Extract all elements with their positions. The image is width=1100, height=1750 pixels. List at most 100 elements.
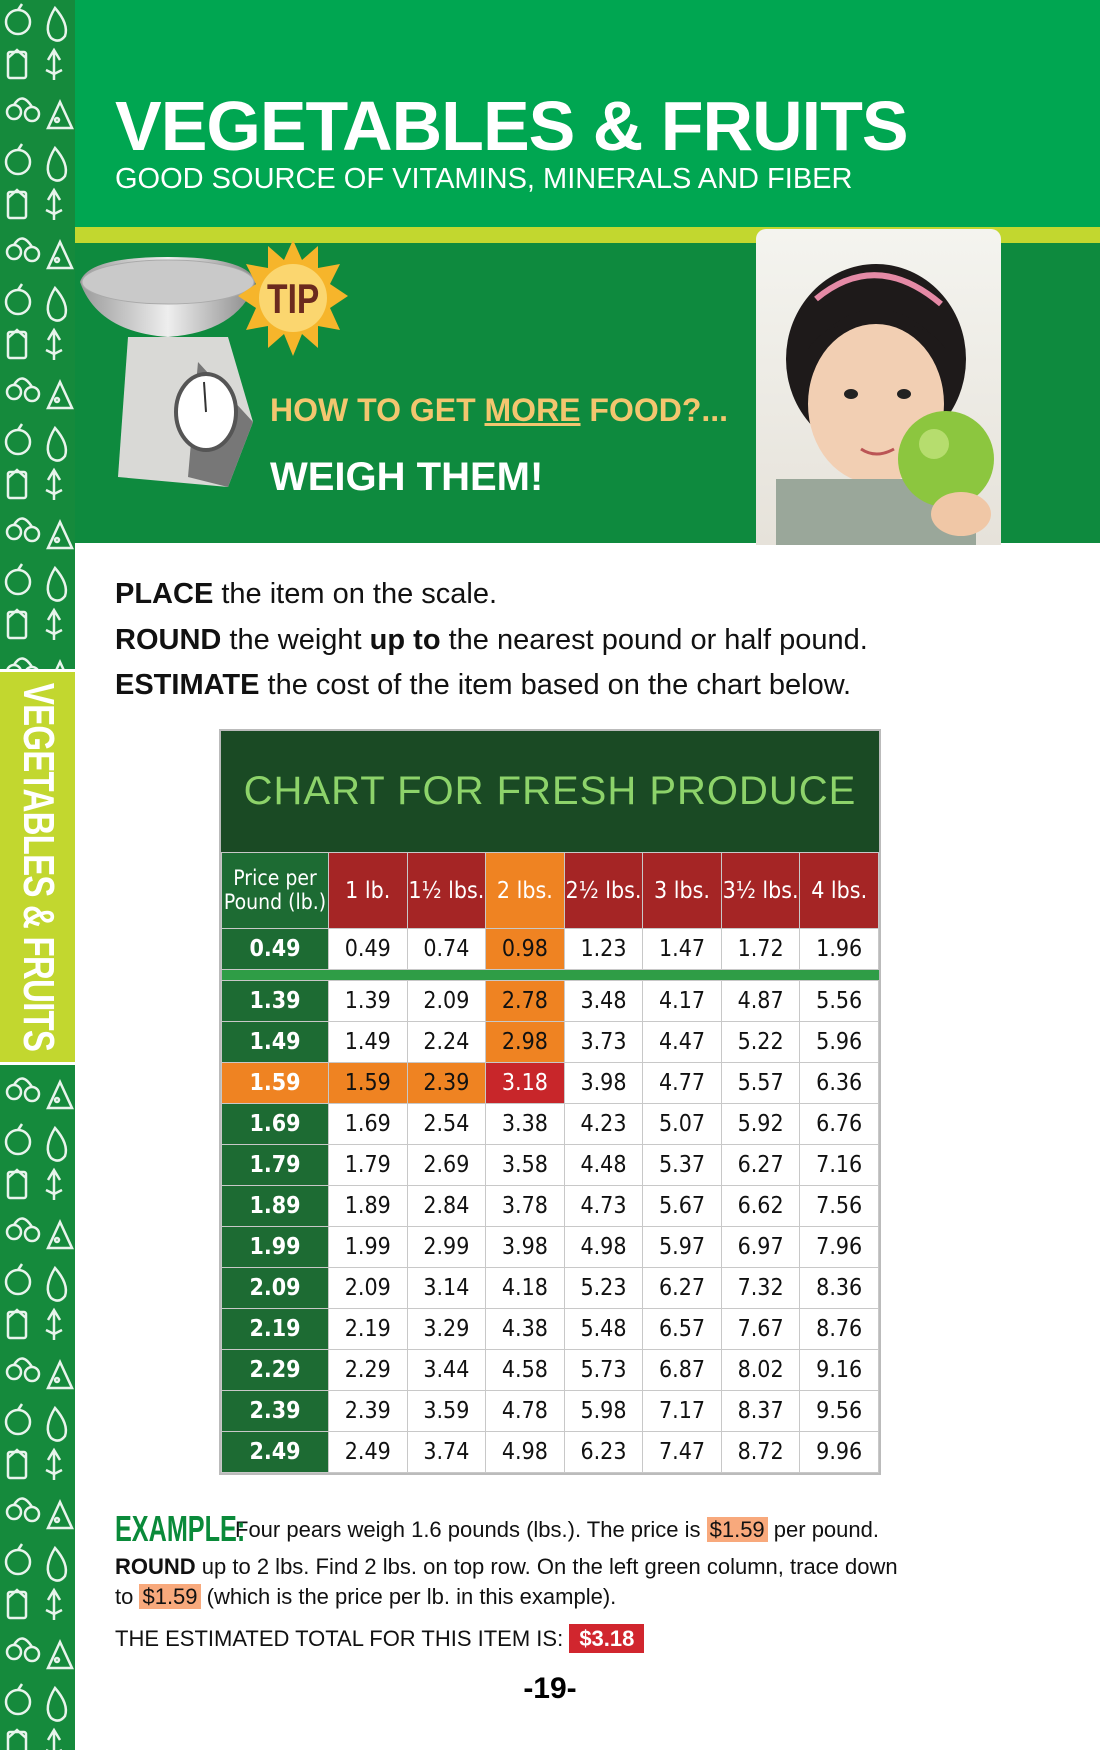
table-row: 1.99 1.99 2.99 3.98 4.98 5.97 6.97 7.96 xyxy=(221,1226,879,1268)
price-cell: 3.44 xyxy=(406,1349,487,1391)
price-cell: 4.38 xyxy=(485,1308,565,1350)
price-cell: 5.96 xyxy=(799,1021,879,1063)
price-cell: 4.17 xyxy=(642,980,722,1022)
price-cell: 6.87 xyxy=(642,1349,722,1391)
price-cell: 1.99 xyxy=(328,1226,408,1268)
price-cell: 6.27 xyxy=(720,1144,801,1186)
price-cell: 6.36 xyxy=(799,1062,879,1104)
price-cell: 2.84 xyxy=(406,1185,487,1227)
price-cell: 1.23 xyxy=(563,928,644,970)
instruction-estimate: ESTIMATE the cost of the item based on t… xyxy=(115,669,852,701)
tip-question: HOW TO GET MORE FOOD?... xyxy=(270,392,728,429)
price-cell: 5.56 xyxy=(799,980,879,1022)
price-cell: 1.79 xyxy=(328,1144,408,1186)
price-cell: 1.59 xyxy=(328,1062,408,1104)
price-cell: 2.19 xyxy=(328,1308,408,1350)
girl-with-apple-photo xyxy=(756,229,1001,545)
table-row: 2.19 2.19 3.29 4.38 5.48 6.57 7.67 8.76 xyxy=(221,1308,879,1350)
price-cell: 7.56 xyxy=(799,1185,879,1227)
price-cell: 4.73 xyxy=(563,1185,644,1227)
price-cell: 9.56 xyxy=(799,1390,879,1432)
price-cell: 2.24 xyxy=(406,1021,487,1063)
side-tab-label: VEGETABLES & FRUITS xyxy=(13,682,63,1052)
price-cell: 5.57 xyxy=(720,1062,801,1104)
price-cell: 3.38 xyxy=(485,1103,565,1145)
weight-column-header: 4 lbs. xyxy=(799,852,879,929)
starburst-icon: TIP xyxy=(238,240,348,356)
price-cell: 8.02 xyxy=(720,1349,801,1391)
price-cell: 2.98 xyxy=(485,1021,565,1063)
price-cell: 7.96 xyxy=(799,1226,879,1268)
tip-badge: TIP xyxy=(238,238,348,363)
price-cell: 1.49 xyxy=(328,1021,408,1063)
section-side-tab[interactable]: VEGETABLES & FRUITS xyxy=(0,669,75,1065)
estimated-total-badge: $3.18 xyxy=(569,1624,645,1653)
price-per-pound-cell: 2.49 xyxy=(221,1431,329,1473)
weight-column-header: 3 lbs. xyxy=(642,852,722,929)
example-total-line: THE ESTIMATED TOTAL FOR THIS ITEM IS: $3… xyxy=(115,1624,645,1653)
price-per-pound-cell: 2.39 xyxy=(221,1390,329,1432)
table-row: 2.09 2.09 3.14 4.18 5.23 6.27 7.32 8.36 xyxy=(221,1267,879,1309)
example-line-3: to $1.59 (which is the price per lb. in … xyxy=(115,1584,617,1609)
page-number: -19- xyxy=(523,1672,577,1705)
price-cell: 6.62 xyxy=(720,1185,801,1227)
price-per-pound-cell: 1.39 xyxy=(221,980,329,1022)
price-cell: 7.47 xyxy=(642,1431,722,1473)
tip-label: TIP xyxy=(267,277,319,323)
price-cell: 5.07 xyxy=(642,1103,722,1145)
price-cell: 5.92 xyxy=(720,1103,801,1145)
price-per-pound-cell: 1.79 xyxy=(221,1144,329,1186)
price-cell: 8.37 xyxy=(720,1390,801,1432)
price-cell: 3.74 xyxy=(406,1431,487,1473)
price-per-pound-cell: 0.49 xyxy=(221,928,329,970)
price-cell: 1.69 xyxy=(328,1103,408,1145)
price-cell: 2.49 xyxy=(328,1431,408,1473)
price-cell: 9.96 xyxy=(799,1431,879,1473)
price-cell: 2.09 xyxy=(328,1267,408,1309)
price-cell: 2.29 xyxy=(328,1349,408,1391)
table-row: 2.49 2.49 3.74 4.98 6.23 7.47 8.72 9.96 xyxy=(221,1431,879,1473)
price-cell: 4.98 xyxy=(485,1431,565,1473)
chart-title: CHART FOR FRESH PRODUCE xyxy=(221,731,879,852)
price-cell: 2.09 xyxy=(406,980,487,1022)
price-cell: 7.32 xyxy=(720,1267,801,1309)
price-cell: 2.69 xyxy=(406,1144,487,1186)
produce-price-chart: CHART FOR FRESH PRODUCE Price per Pound … xyxy=(219,729,881,1475)
price-per-pound-cell: 1.89 xyxy=(221,1185,329,1227)
price-cell: 7.17 xyxy=(642,1390,722,1432)
price-cell: 4.58 xyxy=(485,1349,565,1391)
price-cell: 3.73 xyxy=(563,1021,644,1063)
table-row: 2.39 2.39 3.59 4.78 5.98 7.17 8.37 9.56 xyxy=(221,1390,879,1432)
price-cell: 2.78 xyxy=(485,980,565,1022)
price-cell: 7.16 xyxy=(799,1144,879,1186)
price-cell: 1.39 xyxy=(328,980,408,1022)
price-cell: 8.36 xyxy=(799,1267,879,1309)
price-highlight: $1.59 xyxy=(139,1584,201,1609)
question-text: HOW TO GET xyxy=(270,392,485,428)
price-cell: 5.37 xyxy=(642,1144,722,1186)
price-cell: 8.76 xyxy=(799,1308,879,1350)
price-per-pound-cell: 1.59 xyxy=(221,1062,329,1104)
price-column-header: Price per Pound (lb.) xyxy=(221,852,329,929)
weight-column-header: 2½ lbs. xyxy=(563,852,644,929)
price-cell: 8.72 xyxy=(720,1431,801,1473)
price-per-pound-cell: 2.09 xyxy=(221,1267,329,1309)
price-cell: 3.14 xyxy=(406,1267,487,1309)
example-line-1: EXAMPLE:Four pears weigh 1.6 pounds (lbs… xyxy=(115,1508,879,1549)
instruction-place: PLACE the item on the scale. xyxy=(115,578,498,610)
table-row: 1.49 1.49 2.24 2.98 3.73 4.47 5.22 5.96 xyxy=(221,1021,879,1063)
weight-column-header: 3½ lbs. xyxy=(720,852,801,929)
price-cell: 3.29 xyxy=(406,1308,487,1350)
price-cell: 6.76 xyxy=(799,1103,879,1145)
price-cell: 1.89 xyxy=(328,1185,408,1227)
example-line-2: ROUND up to 2 lbs. Find 2 lbs. on top ro… xyxy=(115,1554,898,1579)
weight-column-header: 1½ lbs. xyxy=(406,852,487,929)
table-row: 1.89 1.89 2.84 3.78 4.73 5.67 6.62 7.56 xyxy=(221,1185,879,1227)
price-cell: 6.57 xyxy=(642,1308,722,1350)
price-cell: 6.23 xyxy=(563,1431,644,1473)
price-cell: 3.48 xyxy=(563,980,644,1022)
price-cell: 2.39 xyxy=(328,1390,408,1432)
price-cell: 0.74 xyxy=(406,928,487,970)
page-subtitle: GOOD SOURCE OF VITAMINS, MINERALS AND FI… xyxy=(115,163,853,195)
price-cell: 5.22 xyxy=(720,1021,801,1063)
